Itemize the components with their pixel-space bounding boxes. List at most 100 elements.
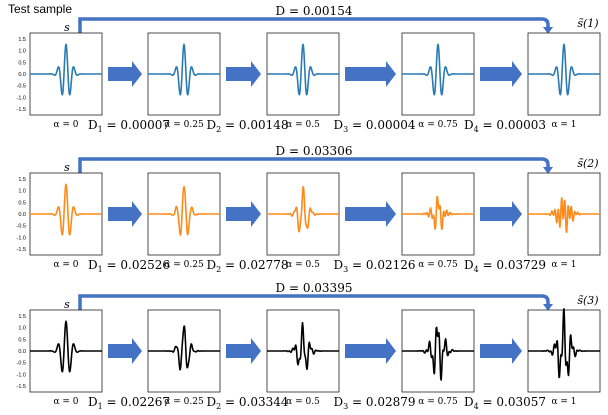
y-tick-label: 0.0 — [18, 72, 26, 78]
signal-plot: α = 0.75 — [401, 172, 475, 270]
step-arrow — [480, 338, 522, 364]
signal-trace — [266, 321, 340, 371]
row-3: D = 0.03395 s s̃(3) 1.5 1.0 0.5 0.0 -0.5 -1.0 -1.… — [17, 281, 601, 407]
signal-plot: α = 0.5 — [266, 309, 340, 407]
step-distance-label: D4 = 0.03057 — [464, 395, 546, 411]
signal-plot: α = 0 — [29, 309, 103, 407]
signal-trace — [401, 326, 475, 381]
step-arrow — [480, 61, 522, 87]
step-arrow — [108, 338, 142, 364]
alpha-label: α = 0.25 — [164, 260, 204, 270]
distance-bracket — [78, 157, 550, 173]
alpha-label: α = 1 — [551, 397, 576, 407]
y-tick-label: 1.5 — [18, 37, 26, 43]
signal-plot: α = 0.5 — [266, 32, 340, 130]
output-signal-label: s̃(3) — [577, 294, 598, 307]
alpha-label: α = 0.25 — [164, 120, 204, 130]
y-tick-label: 1.0 — [18, 326, 26, 332]
signal-plot: α = 0 — [29, 172, 103, 270]
y-tick-label: 0.0 — [18, 212, 26, 218]
alpha-label: α = 0.75 — [418, 260, 458, 270]
source-signal-label: s — [64, 21, 70, 34]
y-tick-label: -1.0 — [17, 95, 26, 101]
signal-trace — [527, 43, 601, 96]
alpha-label: α = 1 — [551, 120, 576, 130]
step-distance-label: D2 = 0.00148 — [206, 118, 288, 134]
alpha-label: α = 1 — [551, 260, 576, 270]
alpha-label: α = 0.75 — [418, 120, 458, 130]
signal-trace — [29, 320, 103, 373]
row-1: D = 0.00154 s s̃(1) 1.5 1.0 0.5 0.0 -0.5 -1.0 -1.… — [17, 4, 601, 130]
y-tick-label: 1.0 — [18, 49, 26, 55]
signal-trace — [401, 43, 475, 96]
y-tick-label: -0.5 — [17, 361, 26, 367]
alpha-label: α = 0.75 — [418, 397, 458, 407]
step-arrow — [345, 61, 396, 87]
step-distance-label: D4 = 0.03729 — [464, 258, 546, 274]
signal-plot: α = 1 — [527, 172, 601, 270]
distance-bracket — [78, 17, 550, 33]
signal-trace — [266, 43, 340, 96]
step-arrow — [226, 201, 261, 227]
step-distance-label: D3 = 0.00004 — [333, 118, 415, 134]
signal-plot: α = 0 — [29, 32, 103, 130]
step-arrow — [345, 201, 396, 227]
y-tick-label: 0.5 — [18, 200, 26, 206]
step-distance-label: D1 = 0.00007 — [88, 118, 170, 134]
bracket-arrowhead — [543, 27, 553, 34]
signal-plot: α = 0.25 — [147, 32, 221, 130]
step-distance-label: D4 = 0.00003 — [464, 118, 546, 134]
alpha-label: α = 0.5 — [286, 260, 320, 270]
step-arrow — [108, 201, 142, 227]
signal-plot: α = 0.75 — [401, 32, 475, 130]
y-tick-label: -1.5 — [17, 384, 26, 390]
signal-trace — [147, 185, 221, 236]
source-signal-label: s — [64, 161, 70, 174]
step-arrow — [345, 338, 396, 364]
signal-plot: α = 0.25 — [147, 309, 221, 407]
step-distance-label: D1 = 0.02526 — [88, 258, 170, 274]
total-distance-label: D = 0.03306 — [276, 144, 353, 158]
y-tick-label: 0.5 — [18, 60, 26, 66]
alpha-label: α = 0 — [53, 260, 78, 270]
step-arrow — [480, 201, 522, 227]
signal-trace — [266, 185, 340, 233]
signal-trace — [401, 195, 475, 230]
signal-trace — [527, 197, 601, 233]
y-tick-label: -1.5 — [17, 107, 26, 113]
output-signal-label: s̃(1) — [577, 17, 598, 30]
signal-plot: α = 0.5 — [266, 172, 340, 270]
signal-trace — [29, 43, 103, 96]
bracket-arrowhead — [543, 167, 553, 174]
step-arrow — [108, 61, 142, 87]
row-2: D = 0.03306 s s̃(2) 1.5 1.0 0.5 0.0 -0.5 -1.0 -1.… — [17, 144, 601, 270]
y-tick-label: -1.0 — [17, 235, 26, 241]
signal-trace — [147, 325, 221, 371]
signal-plot: α = 0.75 — [401, 309, 475, 407]
y-tick-label: 0.5 — [18, 337, 26, 343]
alpha-label: α = 0 — [53, 120, 78, 130]
y-tick-label: -0.5 — [17, 224, 26, 230]
signal-trace — [527, 308, 601, 379]
y-tick-label: -1.0 — [17, 372, 26, 378]
alpha-label: α = 0 — [53, 397, 78, 407]
y-tick-label: 1.0 — [18, 189, 26, 195]
signal-plot: α = 1 — [527, 308, 601, 407]
alpha-label: α = 0.5 — [286, 397, 320, 407]
source-signal-label: s — [64, 298, 70, 311]
step-distance-label: D2 = 0.03344 — [206, 395, 288, 411]
step-distance-label: D1 = 0.02267 — [88, 395, 170, 411]
y-tick-label: 0.0 — [18, 349, 26, 355]
step-arrow — [226, 61, 261, 87]
total-distance-label: D = 0.00154 — [276, 4, 353, 18]
signal-plot: α = 0.25 — [147, 172, 221, 270]
distance-bracket — [78, 294, 550, 310]
alpha-label: α = 0.5 — [286, 120, 320, 130]
step-arrow — [226, 338, 261, 364]
signal-trace — [29, 183, 103, 236]
total-distance-label: D = 0.03395 — [276, 281, 353, 295]
signal-plot: α = 1 — [527, 32, 601, 130]
bracket-arrowhead — [543, 304, 553, 311]
test-sample-label: Test sample — [8, 2, 73, 16]
